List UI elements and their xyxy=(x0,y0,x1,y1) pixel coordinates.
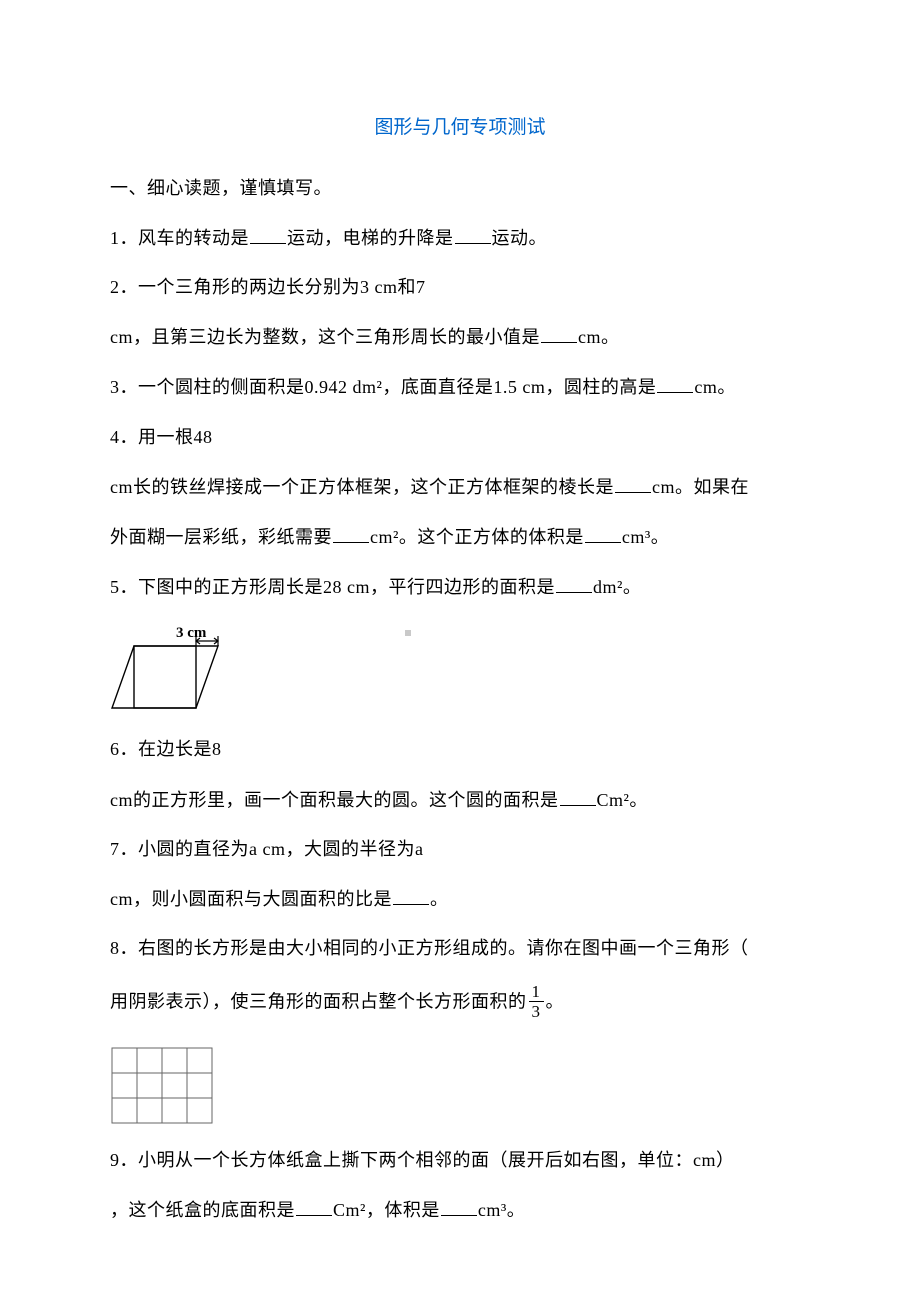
q1-blank-1[interactable] xyxy=(250,225,286,244)
worksheet-page: 图形与几何专项测试 一、细心读题，谨慎填写。 1．风车的转动是 运动，电梯的升降是… xyxy=(0,0,920,1307)
q9-blank-2[interactable] xyxy=(441,1197,477,1216)
q4-text-c: 外面糊一层彩纸，彩纸需要 xyxy=(110,527,332,547)
figure-grid xyxy=(110,1046,810,1133)
q1-blank-2[interactable] xyxy=(455,225,491,244)
question-6-line2: cm的正方形里，画一个面积最大的圆。这个圆的面积是 Cm²。 xyxy=(110,787,810,813)
grid-svg xyxy=(110,1046,216,1126)
figure-parallelogram: 3 cm xyxy=(110,624,810,723)
q1-text-a: 1．风车的转动是 xyxy=(110,228,249,248)
decorative-square-icon xyxy=(405,630,411,636)
q7-text-b: 。 xyxy=(430,889,449,909)
question-6-line1: 6．在边长是8 xyxy=(110,737,810,762)
q3-text-a: 3．一个圆柱的侧面积是0.942 dm²，底面直径是1.5 cm，圆柱的高是 xyxy=(110,377,656,397)
q3-text-b: cm。 xyxy=(694,377,736,397)
q5-blank-1[interactable] xyxy=(556,574,592,593)
question-8-line2: 用阴影表示），使三角形的面积占整个长方形面积的13。 xyxy=(110,985,810,1022)
page-title: 图形与几何专项测试 xyxy=(110,115,810,142)
q5-text-b: dm²。 xyxy=(593,577,641,597)
q2-text-b: cm。 xyxy=(578,327,620,347)
q4-text-d: cm²。这个正方体的体积是 xyxy=(370,527,584,547)
q5-text-a: 5．下图中的正方形周长是28 cm，平行四边形的面积是 xyxy=(110,577,555,597)
question-4-line3: 外面糊一层彩纸，彩纸需要 cm²。这个正方体的体积是 cm³。 xyxy=(110,524,810,550)
q4-blank-2[interactable] xyxy=(333,524,369,543)
q4-text-b: cm。如果在 xyxy=(652,477,749,497)
q4-text-a: cm长的铁丝焊接成一个正方体框架，这个正方体框架的棱长是 xyxy=(110,477,614,497)
q9-text-b: Cm²，体积是 xyxy=(333,1200,440,1220)
q1-text-c: 运动。 xyxy=(492,228,548,248)
question-9-line2: ，这个纸盒的底面积是 Cm²，体积是 cm³。 xyxy=(110,1197,810,1223)
q2-text-a: cm，且第三边长为整数，这个三角形周长的最小值是 xyxy=(110,327,540,347)
q1-text-b: 运动，电梯的升降是 xyxy=(287,228,454,248)
question-4-line2: cm长的铁丝焊接成一个正方体框架，这个正方体框架的棱长是 cm。如果在 xyxy=(110,474,810,500)
parallelogram-svg: 3 cm xyxy=(110,624,240,716)
question-8-line1: 8．右图的长方形是由大小相同的小正方形组成的。请你在图中画一个三角形（ xyxy=(110,936,810,961)
question-2-line1: 2．一个三角形的两边长分别为3 cm和7 xyxy=(110,275,810,300)
q7-blank-1[interactable] xyxy=(393,886,429,905)
q9-text-c: cm³。 xyxy=(478,1200,525,1220)
q9-blank-1[interactable] xyxy=(296,1197,332,1216)
q9-text-a: ，这个纸盒的底面积是 xyxy=(110,1200,295,1220)
q8-text-b: 。 xyxy=(546,992,565,1012)
question-3: 3．一个圆柱的侧面积是0.942 dm²，底面直径是1.5 cm，圆柱的高是 cm… xyxy=(110,374,810,400)
q2-blank-1[interactable] xyxy=(541,324,577,343)
q8-text-a: 用阴影表示），使三角形的面积占整个长方形面积的 xyxy=(110,992,527,1012)
question-9-line1: 9．小明从一个长方体纸盒上撕下两个相邻的面（展开后如右图，单位：cm） xyxy=(110,1148,810,1173)
question-7-line1: 7．小圆的直径为a cm，大圆的半径为a xyxy=(110,837,810,862)
figure-label-3cm: 3 cm xyxy=(176,625,207,641)
question-4-line1: 4．用一根48 xyxy=(110,425,810,450)
q7-text-a: cm，则小圆面积与大圆面积的比是 xyxy=(110,889,392,909)
q4-text-e: cm³。 xyxy=(622,527,669,547)
question-2-line2: cm，且第三边长为整数，这个三角形周长的最小值是 cm。 xyxy=(110,324,810,350)
q4-blank-1[interactable] xyxy=(615,474,651,493)
q4-blank-3[interactable] xyxy=(585,524,621,543)
question-5: 5．下图中的正方形周长是28 cm，平行四边形的面积是 dm²。 xyxy=(110,574,810,600)
q6-text-b: Cm²。 xyxy=(597,790,648,810)
q6-text-a: cm的正方形里，画一个面积最大的圆。这个圆的面积是 xyxy=(110,790,559,810)
fraction-numerator: 1 xyxy=(529,983,544,1002)
section-heading: 一、细心读题，谨慎填写。 xyxy=(110,176,810,201)
question-7-line2: cm，则小圆面积与大圆面积的比是 。 xyxy=(110,886,810,912)
fraction-one-third: 13 xyxy=(529,983,544,1020)
question-1: 1．风车的转动是 运动，电梯的升降是 运动。 xyxy=(110,225,810,251)
fraction-denominator: 3 xyxy=(529,1002,544,1020)
q3-blank-1[interactable] xyxy=(657,374,693,393)
q6-blank-1[interactable] xyxy=(560,787,596,806)
